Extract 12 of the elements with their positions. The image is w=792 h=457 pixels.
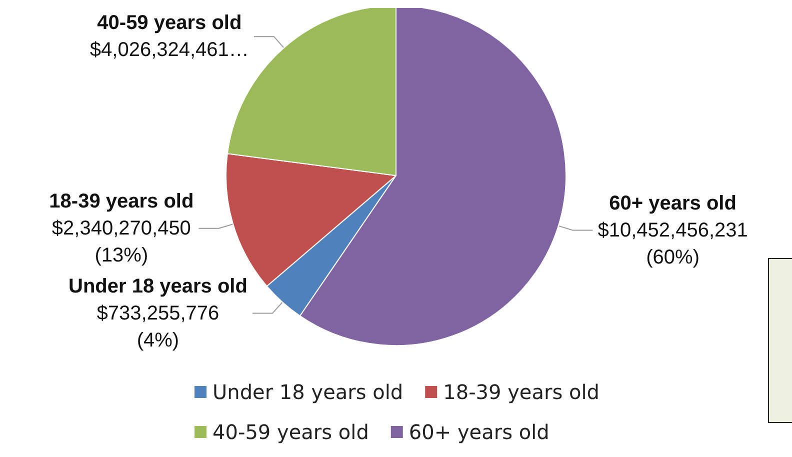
data-label: $733,255,776 (4%) — [96, 302, 220, 352]
slice-label: 60+ years old — [609, 192, 736, 214]
slice-label: 18-39 years old — [49, 190, 194, 212]
legend-label: 18-39 years old — [443, 380, 600, 404]
legend-label: 40-59 years old — [212, 420, 369, 444]
data-label: $4,026,324,461… — [90, 39, 249, 62]
legend-label: 60+ years old — [408, 420, 550, 444]
legend-label: Under 18 years old — [212, 380, 404, 404]
data-label: $2,340,270,450 (13%) — [52, 217, 191, 266]
slice-label: Under 18 years old — [68, 275, 248, 298]
slice-label: 40-59 years old — [97, 12, 242, 34]
data-label: $10,452,456,231 (60%) — [598, 219, 748, 268]
